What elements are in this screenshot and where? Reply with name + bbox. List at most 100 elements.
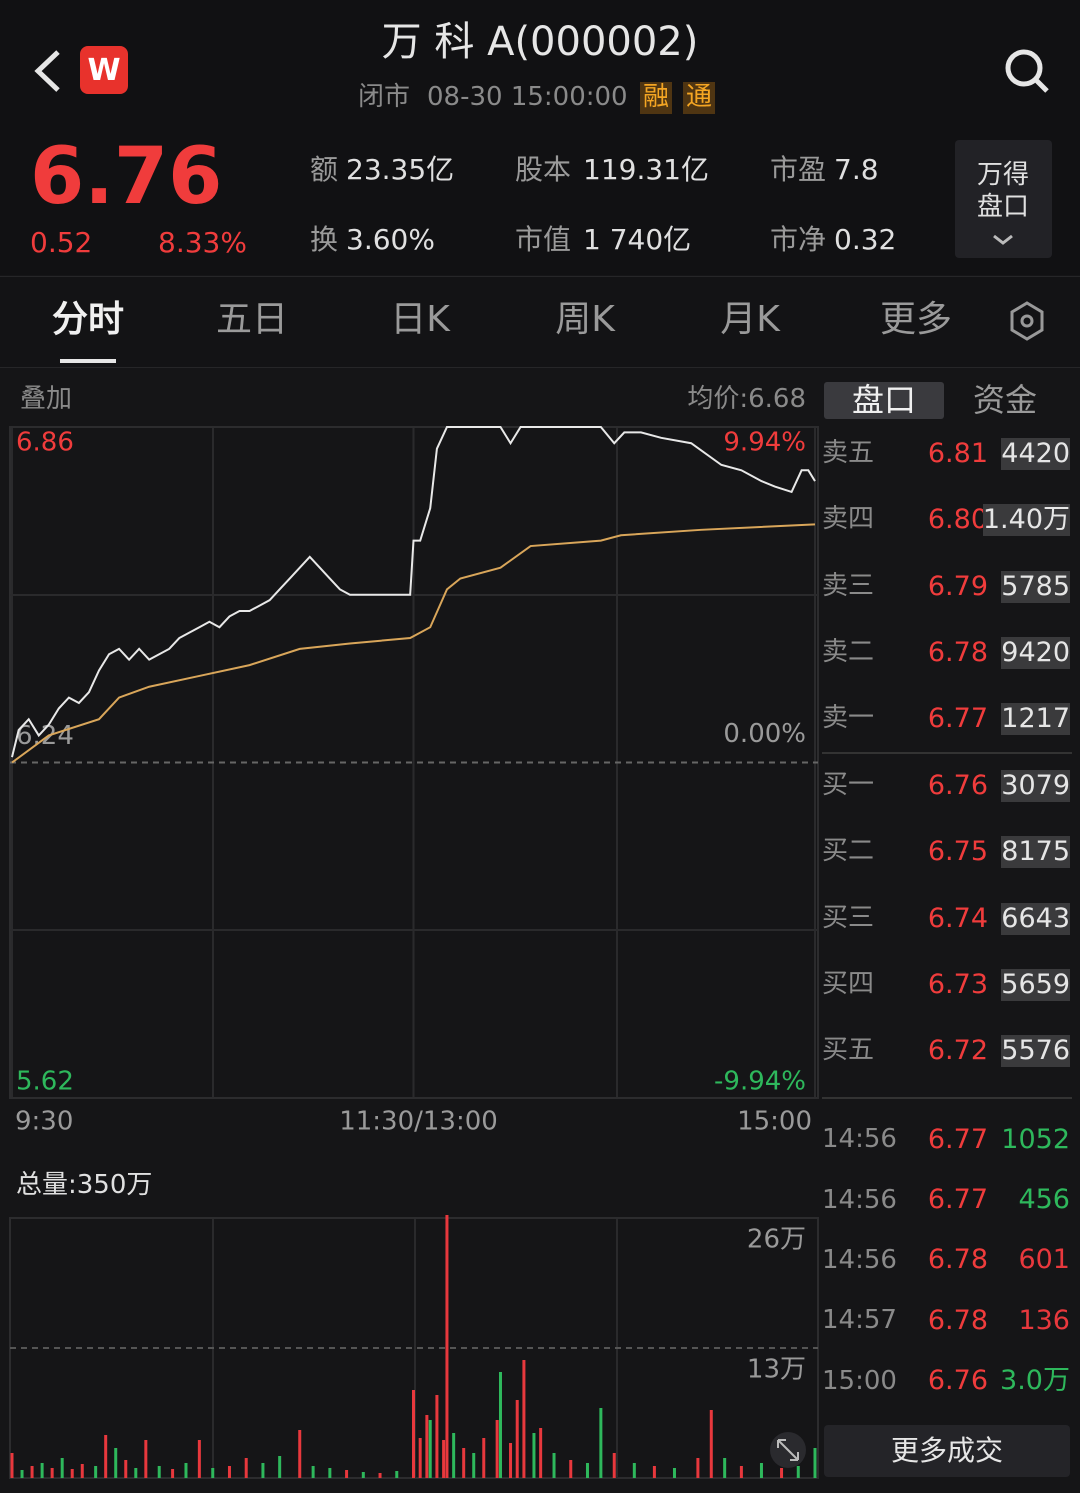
tab-underline	[60, 359, 116, 363]
volume-bar	[445, 1215, 449, 1478]
settings-button[interactable]	[1010, 301, 1044, 341]
time: 08-30 15:00:00	[427, 82, 628, 113]
search-button[interactable]	[1005, 49, 1043, 87]
volume-bar	[157, 1466, 161, 1478]
trade-time: 14:56	[822, 1184, 897, 1215]
volume-bar	[197, 1440, 201, 1478]
trade-time: 14:56	[822, 1245, 897, 1275]
stat-value: 3.60%	[346, 223, 435, 257]
chevron	[993, 234, 1013, 245]
side-tab[interactable]: 资金	[972, 380, 1038, 419]
volume-bar	[599, 1408, 603, 1478]
tab[interactable]: 月K	[720, 299, 780, 341]
book-volume: 5659	[1001, 968, 1070, 1002]
volume-bar	[60, 1458, 64, 1478]
tab[interactable]: 分时	[51, 299, 125, 341]
trade-time: 15:00	[822, 1365, 897, 1396]
side-tab[interactable]: 盘口	[851, 380, 917, 419]
volume-bar	[184, 1463, 188, 1478]
volume-bar	[20, 1470, 24, 1478]
volume-bar	[94, 1466, 98, 1478]
stat-value: 0.32	[834, 223, 897, 257]
volume-bar	[495, 1420, 499, 1478]
stat-label: 市盈	[770, 153, 827, 187]
volume-bar	[227, 1466, 231, 1478]
y2-tick-label: 0.00%	[723, 719, 806, 749]
stat-value: 7.8	[834, 153, 879, 187]
depth-button[interactable]	[955, 140, 1052, 258]
book-label: 卖一	[822, 703, 875, 734]
volume-bar	[780, 1468, 784, 1478]
book-volume: 4420	[1001, 437, 1070, 471]
change: 0.52	[30, 226, 93, 260]
volume-bar	[509, 1443, 513, 1478]
book-volume: 3079	[1001, 769, 1070, 803]
volume-bar	[723, 1458, 727, 1478]
volume-bar	[709, 1410, 713, 1478]
stat-value: 23.35亿	[346, 153, 455, 187]
volume-bar	[361, 1472, 365, 1478]
volume-bar	[311, 1466, 315, 1478]
y2-tick-label: -9.94%	[714, 1067, 806, 1097]
volume-bar	[472, 1453, 476, 1478]
book-price: 6.75	[927, 835, 988, 867]
volume-bar	[515, 1400, 519, 1478]
trade-volume: 136	[1018, 1304, 1070, 1336]
tab[interactable]: 周K	[555, 299, 615, 341]
side-tab-active	[824, 382, 944, 419]
volume-bar	[739, 1466, 743, 1478]
volume-bar	[428, 1420, 432, 1478]
book-volume: 6643	[1001, 902, 1070, 936]
volume-bar	[442, 1440, 446, 1478]
book-price: 6.77	[927, 702, 988, 734]
overlay-button[interactable]: 叠加	[20, 384, 73, 415]
tab[interactable]: 五日	[215, 299, 289, 341]
volume-bar	[522, 1360, 526, 1478]
back-button[interactable]	[34, 50, 60, 92]
more-trades-label[interactable]: 更多成交	[890, 1434, 1004, 1468]
book-volume: 8175	[1001, 835, 1070, 869]
logo	[80, 46, 128, 94]
volume-bar	[412, 1390, 415, 1478]
stat-value: 119.31亿	[583, 153, 709, 187]
price: 6.76	[30, 132, 223, 223]
volume-bar	[672, 1468, 676, 1478]
tag: 融	[640, 82, 673, 114]
book-volume: 5576	[1001, 1034, 1070, 1068]
book-label: 买二	[822, 836, 875, 867]
y-tick-label: 6.86	[16, 428, 74, 458]
trade-volume: 1052	[1001, 1123, 1070, 1155]
volume-bar	[211, 1468, 215, 1478]
book-price: 6.80	[927, 503, 988, 535]
trade-price: 6.78	[927, 1304, 988, 1336]
book-price: 6.81	[927, 437, 988, 469]
settings-dot	[1020, 314, 1034, 328]
volume-bar	[632, 1463, 636, 1478]
volume-bar	[435, 1395, 439, 1478]
tab-bar	[0, 276, 1080, 368]
trade-price: 6.77	[927, 1184, 988, 1216]
volume-bar	[30, 1466, 34, 1478]
top-bar	[0, 0, 1080, 275]
volume-bar	[104, 1435, 108, 1478]
volume-bar	[70, 1469, 74, 1478]
avg-price: 均价:6.68	[687, 384, 806, 415]
volume-bar	[696, 1458, 700, 1478]
book-price: 6.79	[927, 570, 988, 602]
tab[interactable]: 日K	[390, 299, 450, 341]
volume-bar	[124, 1460, 128, 1478]
change-pct: 8.33%	[158, 226, 247, 260]
tab[interactable]: 更多	[879, 299, 953, 341]
volume-bar	[498, 1372, 502, 1478]
avg-price-line	[11, 523, 816, 764]
book-label: 卖二	[822, 637, 875, 668]
book-volume: 9420	[1001, 636, 1070, 670]
y-tick-label: 26万	[747, 1225, 806, 1255]
expand-icon	[777, 1439, 799, 1461]
total-volume: 总量:350万	[16, 1170, 153, 1201]
more-trades-button[interactable]	[824, 1425, 1070, 1477]
volume-bar	[171, 1469, 175, 1478]
x-tick-label: 11:30/13:00	[339, 1107, 498, 1137]
book-price: 6.74	[927, 902, 988, 934]
book-label: 卖三	[822, 571, 875, 602]
